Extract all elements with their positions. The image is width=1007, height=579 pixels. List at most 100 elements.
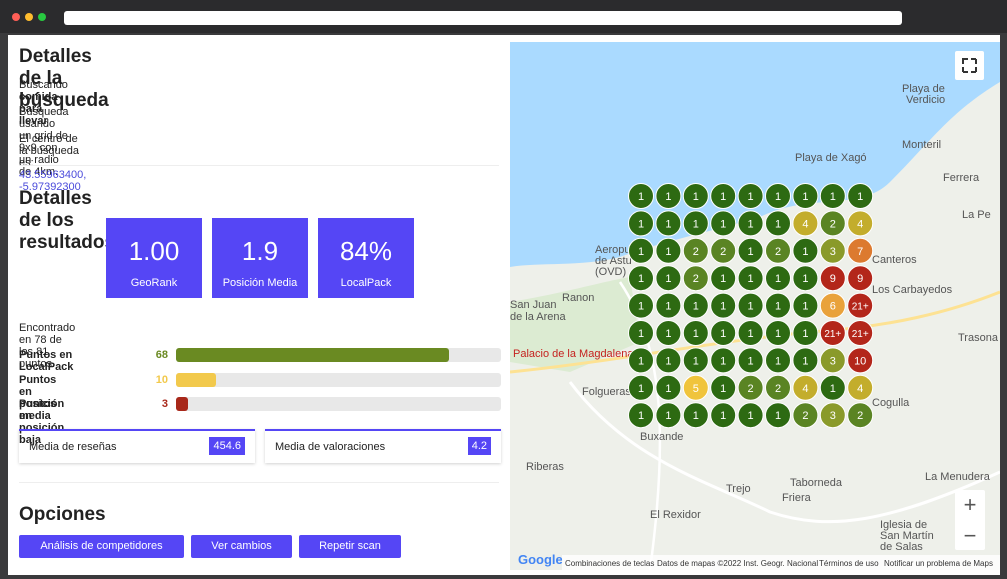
found-count: 78: [34, 334, 46, 346]
kpi-label: LocalPack: [318, 277, 414, 289]
grid-point-label: 1: [775, 301, 781, 313]
max-dot[interactable]: [38, 13, 46, 21]
grid-point-label: 3: [830, 410, 836, 422]
grid-point-label: 1: [638, 191, 644, 203]
grid-point-label: 1: [665, 355, 671, 367]
grid-point-label: 1: [665, 328, 671, 340]
grid-point-label: 1: [830, 383, 836, 395]
grid-point-label: 4: [857, 218, 863, 230]
grid-point-label: 2: [857, 410, 863, 422]
url-bar[interactable]: [64, 11, 902, 25]
kpi-label: GeoRank: [106, 277, 202, 289]
map-label: Trejo: [726, 483, 751, 495]
grid-point-label: 1: [638, 218, 644, 230]
map-footer-text[interactable]: Combinaciones de teclas: [565, 559, 654, 568]
grid-point-label: 2: [775, 383, 781, 395]
grid-point-label: 4: [802, 383, 808, 395]
map-footer-text[interactable]: Notificar un problema de Maps: [884, 559, 993, 568]
grid-point-label: 1: [638, 273, 644, 285]
map-label: Cogulla: [872, 397, 910, 409]
grid-point-label: 1: [748, 328, 754, 340]
grid-point-label: 1: [693, 355, 699, 367]
grid-point-label: 2: [748, 383, 754, 395]
grid-point-label: 21+: [824, 329, 841, 340]
grid-point-label: 1: [693, 301, 699, 313]
divider: [19, 165, 499, 166]
grid-point-label: 2: [720, 246, 726, 258]
grid-point-label: 1: [638, 246, 644, 258]
kpi-value: 1.00: [106, 236, 202, 267]
grid-point-label: 3: [830, 355, 836, 367]
grid-point-label: 2: [775, 246, 781, 258]
grid-point-label: 1: [665, 301, 671, 313]
close-dot[interactable]: [12, 13, 20, 21]
grid-point-label: 1: [720, 410, 726, 422]
grid-point-label: 1: [830, 191, 836, 203]
grid-point-label: 1: [638, 383, 644, 395]
grid-point-label: 7: [857, 246, 863, 258]
grid-point-label: 1: [693, 218, 699, 230]
grid-point-label: 1: [748, 355, 754, 367]
map-label: Playa de Xagó: [795, 152, 867, 164]
grid-point-label: 1: [748, 273, 754, 285]
kpi-card: 1.9Posición Media: [212, 218, 308, 298]
map-footer-text[interactable]: Datos de mapas ©2022 Inst. Geogr. Nacion…: [657, 559, 818, 568]
option-button[interactable]: Análisis de competidores: [19, 535, 184, 558]
bar-label: Puntos en LocalPack: [19, 349, 73, 373]
grid-point-label: 1: [775, 410, 781, 422]
grid-point-label: 1: [693, 191, 699, 203]
grid-point-label: 6: [830, 301, 836, 313]
min-dot[interactable]: [25, 13, 33, 21]
grid-point-label: 1: [720, 301, 726, 313]
grid-point-label: 1: [802, 246, 808, 258]
map-label: El Rexidor: [650, 509, 701, 521]
fullscreen-button[interactable]: [955, 51, 984, 80]
map-label: Verdicio: [906, 94, 945, 106]
grid-point-label: 2: [830, 218, 836, 230]
grid-point-label: 1: [748, 410, 754, 422]
zoom-in[interactable]: +: [964, 492, 977, 517]
grid-point-label: 1: [638, 410, 644, 422]
kpi-card: 84%LocalPack: [318, 218, 414, 298]
option-button[interactable]: Repetir scan: [299, 535, 401, 558]
grid-point-label: 1: [665, 383, 671, 395]
map-label: Buxande: [640, 431, 683, 443]
searching-prefix: Buscando: [19, 79, 68, 91]
grid-point-label: 1: [775, 328, 781, 340]
grid-point-label: 1: [748, 191, 754, 203]
map-footer-text[interactable]: Términos de uso: [819, 559, 879, 568]
grid-point-label: 1: [665, 191, 671, 203]
grid-point-label: 1: [665, 410, 671, 422]
stat-label: Media de reseñas: [29, 441, 116, 453]
google-logo: Google: [518, 552, 563, 567]
option-button[interactable]: Ver cambios: [191, 535, 292, 558]
center-prefix: El centro de la búsqueda es:: [19, 133, 79, 169]
options-title: Opciones: [19, 504, 106, 526]
map-label: La Menudera: [925, 471, 991, 483]
grid-point-label: 1: [775, 191, 781, 203]
map-label: San Juan: [510, 299, 556, 311]
kpi-value: 1.9: [212, 236, 308, 267]
kpi-card: 1.00 GeoRank: [106, 218, 202, 298]
grid-point-label: 1: [802, 355, 808, 367]
map-label: Taborneda: [790, 477, 843, 489]
grid-point-label: 1: [775, 355, 781, 367]
grid-point-label: 4: [802, 218, 808, 230]
map-label: Riberas: [526, 461, 564, 473]
grid-point-label: 1: [748, 301, 754, 313]
grid-point-label: 5: [693, 383, 699, 395]
map-label: Trasona: [958, 332, 999, 344]
zoom-out[interactable]: −: [964, 523, 977, 548]
grid-point-label: 1: [720, 383, 726, 395]
map-label: Los Carbayedos: [872, 284, 953, 296]
stat-label: Media de valoraciones: [275, 441, 385, 453]
grid-point-label: 1: [665, 246, 671, 258]
found-prefix: Encontrado en: [19, 322, 75, 346]
map[interactable]: + − Google Playa deVerdicioMonterilPlaya…: [510, 42, 1000, 570]
center: El centro de la búsqueda es: 43.55963400…: [19, 133, 86, 193]
browser-bar: [0, 0, 1007, 33]
stat-box: Media de reseñas454.6: [19, 429, 255, 463]
bar-fill: [176, 373, 216, 387]
grid-point-label: 10: [854, 355, 866, 367]
